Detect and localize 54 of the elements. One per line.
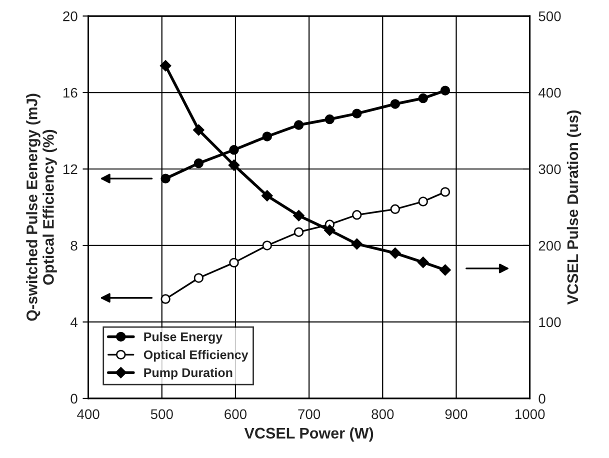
x-tick-label: 400 xyxy=(77,409,100,420)
point xyxy=(294,227,304,237)
point xyxy=(229,145,239,155)
x-tick-label: 800 xyxy=(372,409,394,420)
point xyxy=(390,248,401,259)
point xyxy=(418,256,429,268)
y-tick-label: 20 xyxy=(63,11,78,22)
x-tick-label: 1000 xyxy=(515,409,545,420)
x-tick-label: 600 xyxy=(224,409,247,420)
y2-tick-label: 500 xyxy=(538,11,561,22)
legend-label: Pulse Energy xyxy=(144,332,223,344)
y-tick-label: 12 xyxy=(64,164,78,174)
legend-label: Pump Duration xyxy=(144,368,232,380)
x-tick-label: 700 xyxy=(298,409,320,420)
point xyxy=(293,210,304,222)
y-tick-label: 16 xyxy=(64,88,78,98)
point xyxy=(440,264,451,276)
point xyxy=(194,158,204,168)
y2-axis-title: VCSEL Pulse Duration (us) xyxy=(566,110,582,305)
x-axis-title: VCSEL Power (W) xyxy=(244,427,374,442)
x-tick-label: 500 xyxy=(150,409,173,420)
point xyxy=(440,187,450,197)
point xyxy=(390,99,400,109)
point xyxy=(160,174,170,184)
x-tick-label: 900 xyxy=(445,409,468,420)
point xyxy=(418,93,428,104)
y-tick-label: 8 xyxy=(70,240,78,251)
point xyxy=(262,240,272,250)
y2-tick-label: 0 xyxy=(538,394,546,404)
point xyxy=(160,60,172,72)
y-tick-label: 0 xyxy=(70,394,78,404)
point xyxy=(262,190,273,202)
point xyxy=(440,86,450,96)
y2-tick-label: 300 xyxy=(538,164,561,174)
point xyxy=(324,114,335,124)
y2-tick-label: 200 xyxy=(538,240,561,251)
point xyxy=(352,108,362,118)
point xyxy=(262,132,272,142)
point xyxy=(193,124,204,136)
y-tick-label: 4 xyxy=(70,317,78,328)
y-axis-title: Q-switched Pulse Eenergy (mJ) Optical Efficiency (%) xyxy=(26,94,57,321)
point xyxy=(324,224,336,236)
point xyxy=(194,273,204,283)
point xyxy=(228,160,240,171)
y2-tick-label: 400 xyxy=(538,88,561,98)
point xyxy=(160,294,170,304)
legend-label: Optical Efficiency xyxy=(144,350,248,362)
point xyxy=(351,238,363,250)
y2-tick-label: 100 xyxy=(539,317,561,328)
point xyxy=(352,210,362,220)
point xyxy=(418,196,428,206)
point xyxy=(390,204,400,214)
point xyxy=(294,120,304,130)
point xyxy=(229,258,239,268)
